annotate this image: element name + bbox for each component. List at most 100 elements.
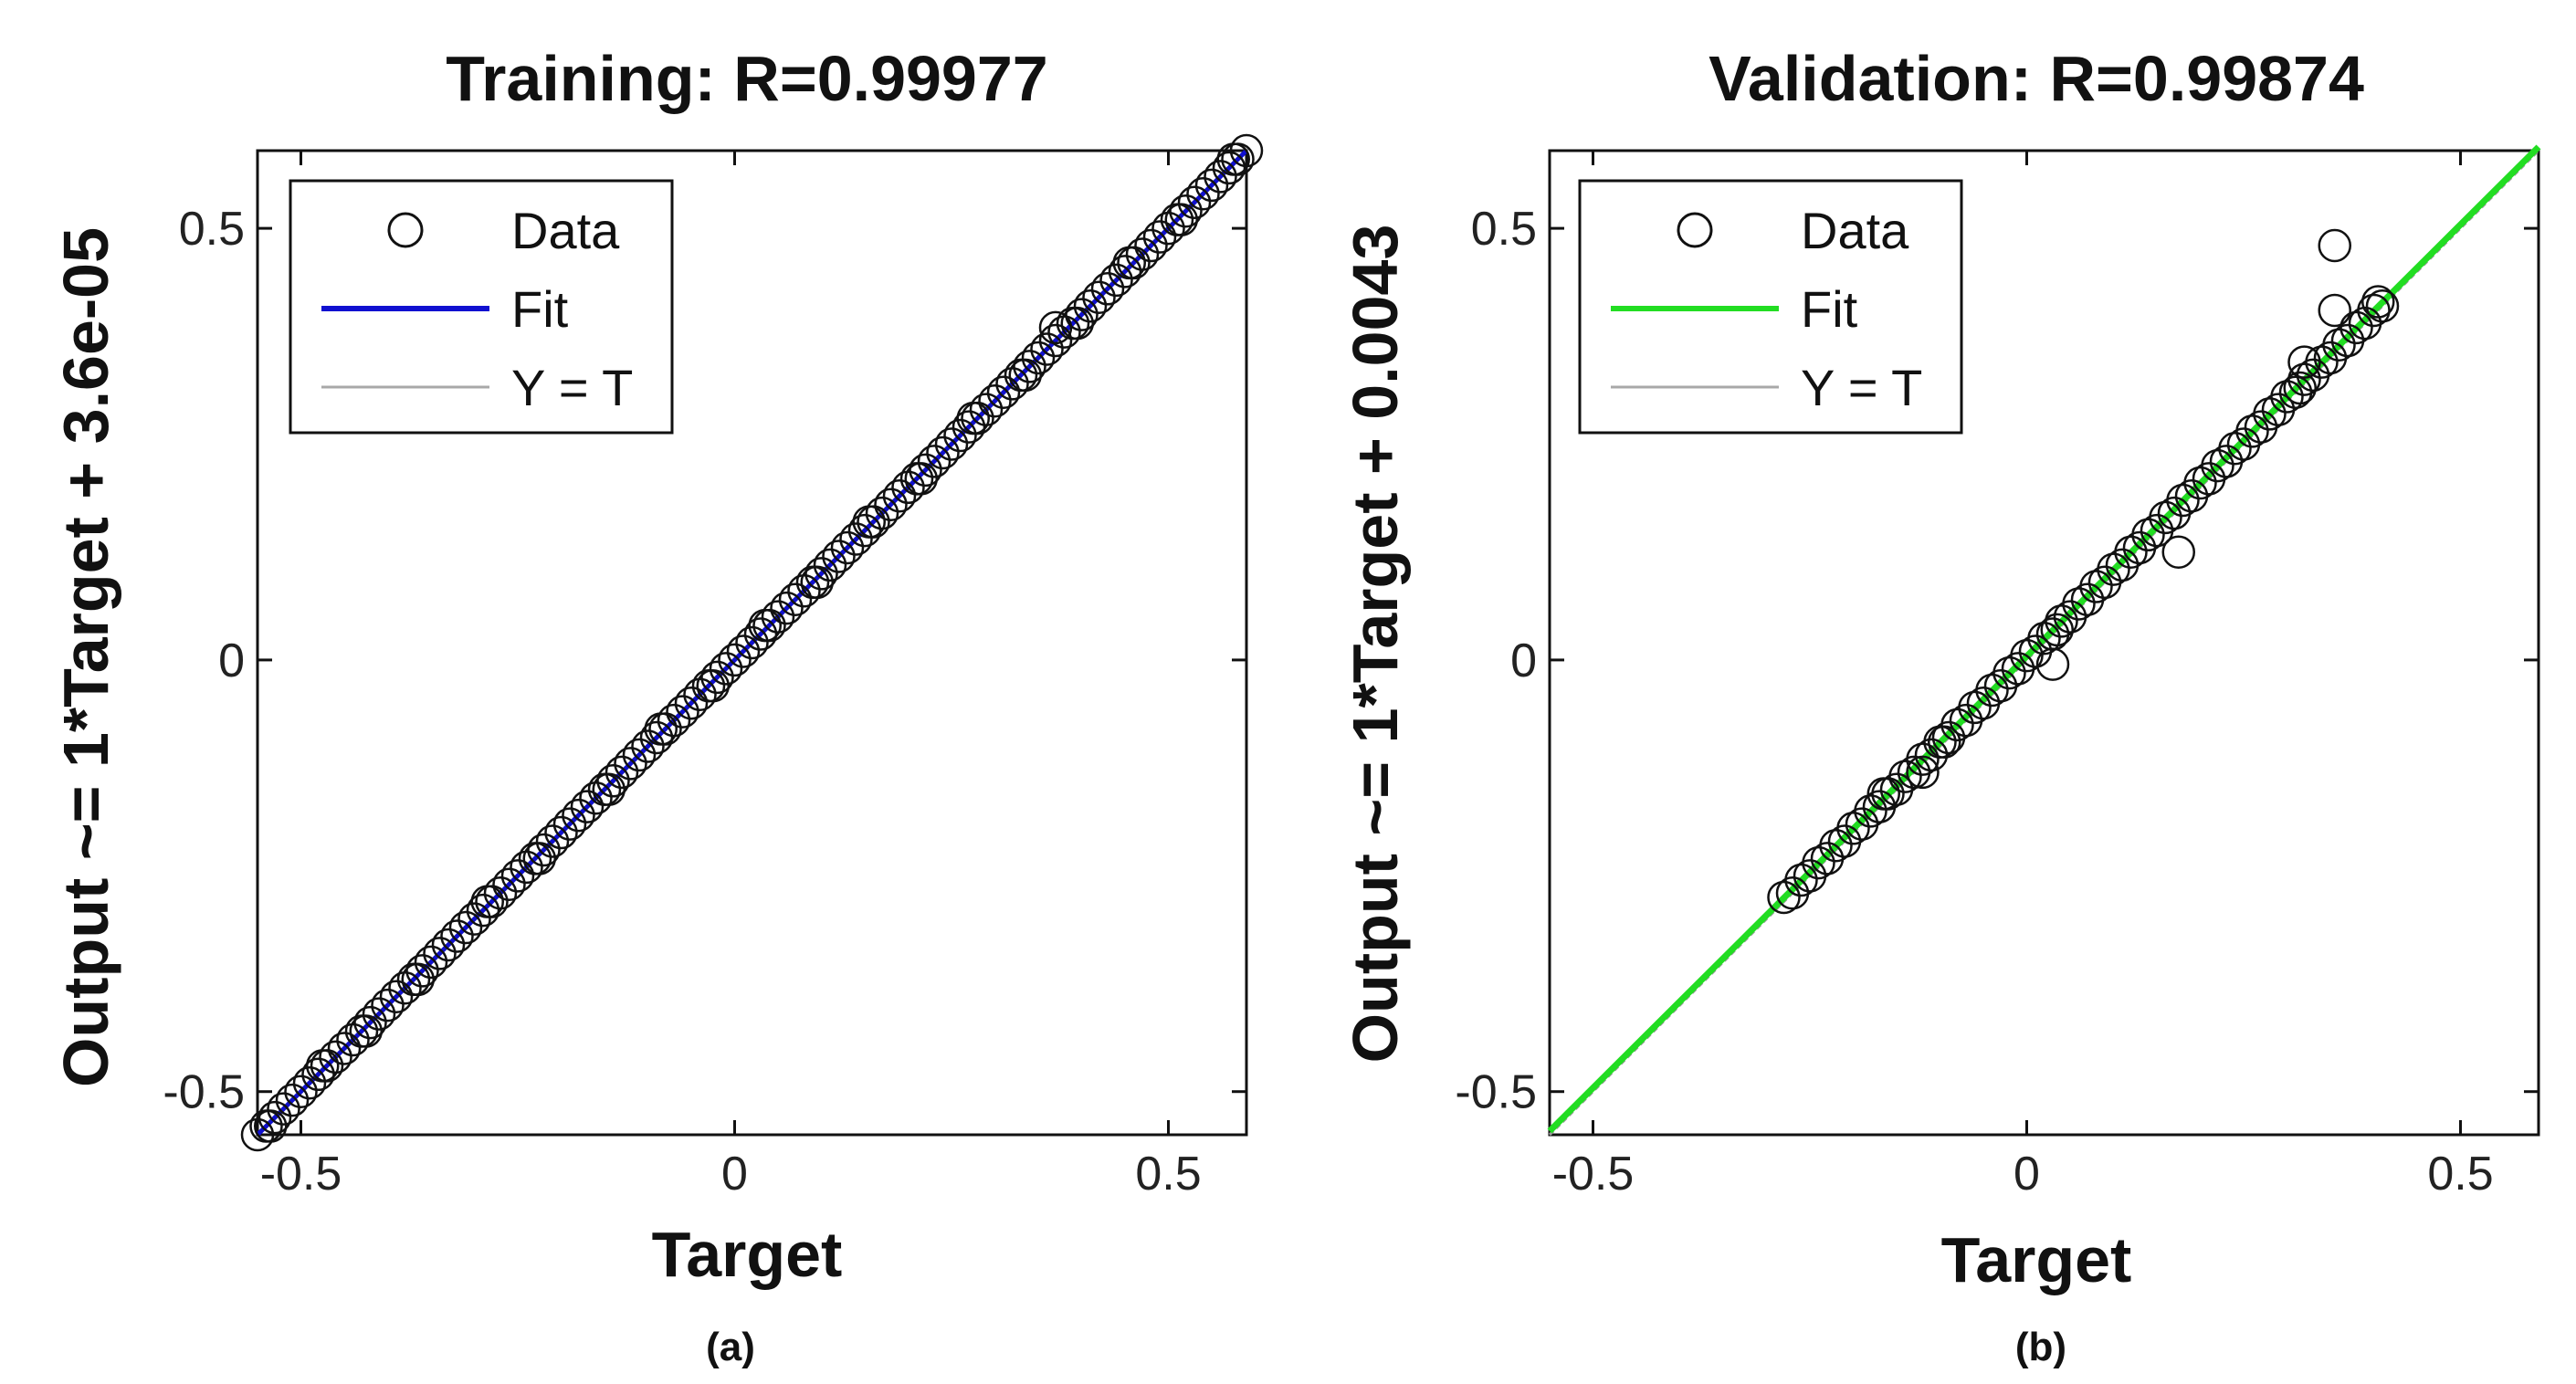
- y-axis-label: Output ~= 1*Target + 0.0043: [1340, 225, 1411, 1064]
- data-point: [800, 565, 834, 600]
- y-tick-label: -0.5: [1455, 1066, 1537, 1119]
- x-tick-label: 0.5: [1135, 1148, 1201, 1201]
- data-point: [401, 962, 435, 997]
- panel-caption: (a): [706, 1325, 755, 1369]
- data-point: [470, 885, 504, 918]
- data-point: [2218, 431, 2252, 466]
- plot-area: -0.5 0 0.5 -0.5 0 0.5 Data Fit Y = T: [1455, 144, 2541, 1201]
- data-point: [457, 902, 491, 936]
- data-point: [1177, 185, 1212, 219]
- data-point: [448, 910, 483, 945]
- data-point: [440, 919, 474, 953]
- data-point: [2339, 310, 2373, 345]
- data-point: [535, 824, 570, 858]
- data-point: [1060, 306, 1094, 341]
- data-point: [1940, 708, 1974, 742]
- legend-label: Fit: [511, 280, 569, 338]
- y-tick-label: 0.5: [1471, 203, 1537, 256]
- data-point: [986, 375, 1021, 410]
- data-point: [1112, 246, 1146, 280]
- data-point: [423, 937, 457, 970]
- data-point: [466, 893, 500, 928]
- data-point: [622, 738, 657, 772]
- data-point: [1888, 760, 1922, 793]
- x-axis-label: Target: [652, 1219, 843, 1290]
- data-point: [735, 625, 769, 660]
- data-point: [2161, 535, 2195, 569]
- axes-frame: [1548, 149, 2540, 1137]
- x-tick-label: 0.5: [2427, 1148, 2493, 1201]
- data-point: [943, 418, 977, 453]
- legend-label: Y = T: [511, 359, 633, 416]
- data-point: [527, 833, 561, 867]
- data-point: [956, 401, 990, 435]
- y-tick-label: 0.5: [179, 203, 245, 256]
- data-point: [822, 540, 856, 573]
- data-point: [596, 764, 630, 798]
- data-point: [1866, 777, 1900, 811]
- data-point: [1038, 323, 1073, 358]
- data-point: [696, 669, 730, 703]
- data-point: [1836, 812, 1870, 845]
- data-point: [2131, 518, 2165, 552]
- data-point: [1038, 310, 1073, 345]
- data-point: [1975, 673, 2009, 708]
- data-point: [2253, 397, 2287, 431]
- data-point: [2235, 414, 2269, 448]
- data-point: [552, 807, 587, 841]
- data-point: [2040, 613, 2074, 647]
- plot-area: -0.5 0 0.5 -0.5 0 0.5 Data Fit Y = T: [163, 133, 1264, 1201]
- data-point: [544, 815, 578, 850]
- chart-title: Validation: R=0.99874: [1709, 43, 2364, 114]
- data-point: [1906, 742, 1940, 776]
- data-point: [349, 1014, 383, 1048]
- data-point: [414, 945, 448, 980]
- data-point: [492, 867, 526, 902]
- data-point: [1108, 255, 1142, 288]
- data-point: [847, 513, 882, 548]
- data-point: [644, 712, 678, 746]
- panel-b-validation: Validation: R=0.99874 -0.5 0 0.5 -0.5 0 0.5 Da…: [1340, 43, 2541, 1369]
- data-point: [1090, 272, 1125, 306]
- data-point: [1906, 755, 1940, 790]
- data-point: [1142, 220, 1177, 254]
- data-point: [1958, 690, 1992, 725]
- data-point: [522, 842, 556, 875]
- data-point: [904, 462, 938, 496]
- data-point: [562, 798, 595, 833]
- data-point: [874, 488, 908, 521]
- data-point: [1008, 358, 1042, 393]
- data-point: [934, 427, 969, 461]
- data-point: [1992, 655, 2026, 690]
- data-point: [2357, 293, 2391, 328]
- data-point: [267, 1092, 300, 1126]
- data-point: [1216, 142, 1250, 176]
- panel-a-training: Training: R=0.99977 -0.5 0 0.5 -0.5 0 0.5 Data…: [50, 43, 1264, 1369]
- data-point: [2114, 535, 2148, 569]
- data-point: [882, 478, 917, 513]
- data-point: [952, 410, 986, 444]
- data-point: [1021, 341, 1056, 375]
- y-axis-label: Output ~= 1*Target + 3.6e-05: [50, 227, 121, 1087]
- data-point: [1928, 725, 1961, 759]
- legend: Data Fit Y = T: [289, 179, 674, 435]
- y-tick-label: -0.5: [163, 1066, 245, 1119]
- data-point: [2287, 362, 2321, 396]
- data-point: [709, 652, 743, 686]
- data-point: [353, 1005, 387, 1040]
- legend-label: Fit: [1801, 280, 1858, 338]
- chart-title: Training: R=0.99977: [446, 43, 1047, 114]
- data-point: [292, 1066, 327, 1100]
- data-point: [1030, 332, 1064, 366]
- data-point: [1134, 228, 1168, 263]
- data-point: [1099, 263, 1133, 298]
- data-point: [1767, 880, 1801, 915]
- data-point: [839, 522, 873, 556]
- fit-line: [256, 149, 1248, 1137]
- data-point: [2318, 228, 2351, 263]
- data-point: [254, 1109, 288, 1143]
- data-point: [1164, 203, 1198, 236]
- x-tick-label: -0.5: [1552, 1148, 1635, 1201]
- data-point: [379, 980, 414, 1013]
